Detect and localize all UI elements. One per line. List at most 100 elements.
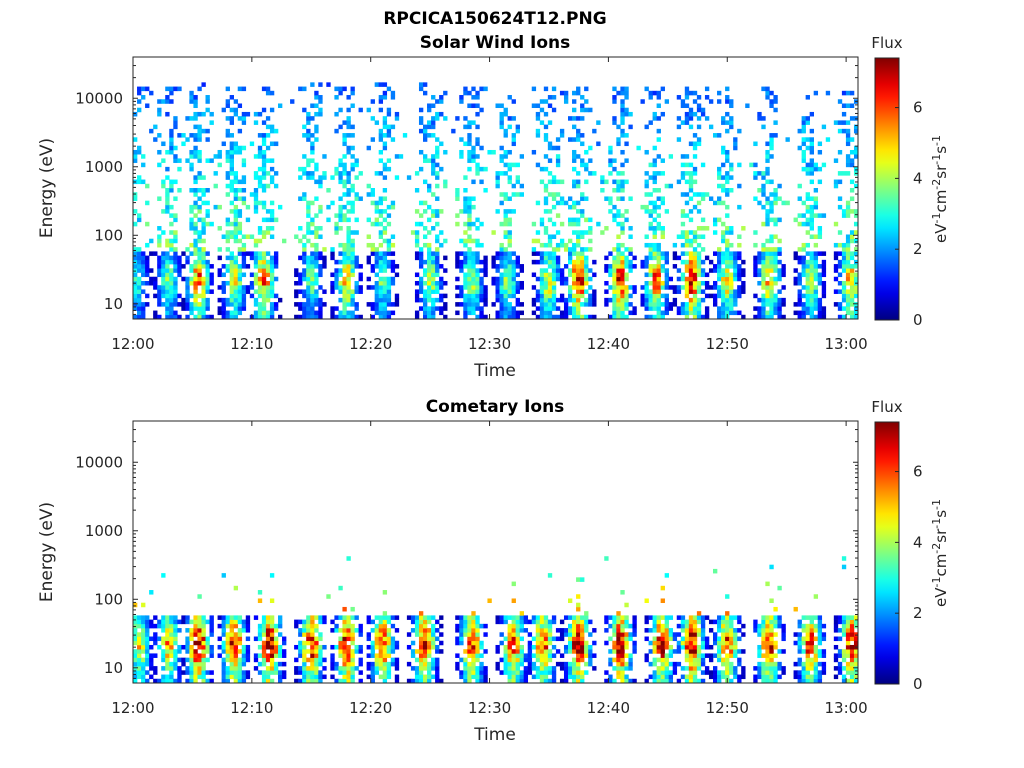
spectrogram-cell: [443, 306, 448, 311]
spectrogram-cell: [427, 314, 432, 320]
spectrogram-cell: [721, 310, 726, 316]
spectrogram-cell: [406, 632, 412, 637]
spectrogram-cell: [584, 179, 589, 185]
spectrogram-cell: [676, 615, 682, 620]
spectrogram-cell: [342, 619, 347, 625]
spectrogram-cell: [157, 162, 162, 168]
spectrogram-cell: [137, 179, 142, 185]
spectrogram-cell: [350, 678, 355, 684]
spectrogram-cell: [435, 297, 440, 303]
spectrogram-cell: [471, 259, 476, 265]
spectrogram-cell: [354, 666, 359, 671]
spectrogram-cell: [310, 280, 315, 286]
spectrogram-cell: [245, 619, 251, 625]
spectrogram-cell: [652, 162, 657, 168]
spectrogram-cell: [535, 276, 541, 282]
spectrogram-cell: [273, 640, 279, 646]
spectrogram-cell: [676, 640, 682, 646]
spectrogram-cell: [773, 280, 778, 286]
spectrogram-cell: [423, 674, 428, 680]
spectrogram-cell: [414, 657, 420, 663]
spectrogram-cell: [265, 183, 271, 189]
spectrogram-cell: [652, 649, 657, 654]
spectrogram-cell: [233, 196, 239, 201]
spectrogram-cell: [370, 628, 375, 633]
spectrogram-cell: [572, 166, 577, 172]
spectrogram-cell: [366, 276, 371, 282]
spectrogram-cell: [692, 280, 698, 286]
spectrogram-cell: [298, 280, 303, 286]
spectrogram-cell: [169, 302, 174, 307]
spectrogram-cell: [330, 657, 335, 663]
spectrogram-cell: [141, 259, 146, 265]
spectrogram-cell: [350, 636, 355, 642]
spectrogram-cell: [418, 615, 424, 620]
spectrogram-cell: [733, 141, 738, 147]
spectrogram-cell: [245, 653, 251, 658]
spectrogram-cell: [358, 107, 363, 113]
spectrogram-cell: [382, 209, 388, 214]
spectrogram-cell: [584, 255, 589, 261]
spectrogram-cell: [197, 204, 202, 210]
spectrogram-cell: [648, 175, 653, 180]
spectrogram-cell: [704, 226, 710, 231]
spectrogram-cell: [173, 628, 178, 633]
spectrogram-cell: [225, 171, 230, 176]
spectrogram-cell: [551, 678, 557, 684]
spectrogram-cell: [302, 107, 307, 113]
spectrogram-cell: [165, 188, 170, 193]
spectrogram-cell: [137, 619, 142, 625]
x-tick-label: 12:50: [706, 335, 749, 353]
spectrogram-cell: [672, 661, 678, 667]
spectrogram-cell: [656, 171, 661, 176]
spectrogram-cell: [833, 268, 839, 273]
spectrogram-cell: [414, 209, 420, 214]
spectrogram-cell: [137, 644, 142, 650]
spectrogram-cell: [608, 171, 613, 176]
spectrogram-cell: [684, 238, 690, 244]
spectrogram-cell: [225, 280, 230, 286]
spectrogram-cell: [543, 276, 549, 282]
spectrogram-cell: [137, 666, 142, 671]
spectrogram-cell: [761, 86, 766, 92]
spectrogram-cell: [302, 628, 307, 633]
spectrogram-cell: [507, 268, 512, 273]
spectrogram-cell: [632, 628, 637, 633]
spectrogram-cell: [322, 302, 327, 307]
spectrogram-cell: [137, 615, 142, 620]
spectrogram-cell: [141, 640, 146, 646]
spectrogram-cell: [568, 217, 573, 223]
spectrogram-cell: [837, 179, 843, 185]
spectrogram-cell: [265, 619, 271, 625]
spectrogram-cell: [225, 632, 230, 637]
spectrogram-cell: [563, 276, 569, 282]
spectrogram-cell: [330, 644, 335, 650]
spectrogram-cell: [346, 285, 351, 290]
spectrogram-cell: [257, 255, 263, 261]
spectrogram-cell: [572, 90, 577, 96]
spectrogram-cell: [233, 293, 239, 299]
spectrogram-cell: [229, 619, 234, 625]
spectrogram-cell: [310, 297, 315, 303]
spectrogram-cell: [330, 674, 335, 680]
spectrogram-cell: [833, 183, 839, 189]
spectrogram-cell: [733, 268, 738, 273]
spectrogram-cell: [382, 166, 388, 172]
spectrogram-cell: [781, 302, 786, 307]
spectrogram-cell: [499, 158, 504, 163]
spectrogram-cell: [302, 251, 307, 256]
spectrogram-cell: [161, 653, 166, 658]
spectrogram-cell: [660, 255, 665, 261]
spectrogram-cell: [185, 297, 190, 303]
spectrogram-cell: [137, 90, 142, 96]
spectrogram-cell: [849, 268, 855, 273]
spectrogram-cell: [700, 280, 706, 286]
spectrogram-cell: [503, 649, 508, 654]
spectrogram-cell: [616, 302, 621, 307]
spectrogram-cell: [765, 289, 770, 294]
spectrogram-cell: [700, 615, 706, 620]
spectrogram-cell: [414, 238, 420, 244]
spectrogram-cell: [576, 264, 581, 269]
spectrogram-cell: [733, 259, 738, 265]
spectrogram-cell: [660, 293, 665, 299]
